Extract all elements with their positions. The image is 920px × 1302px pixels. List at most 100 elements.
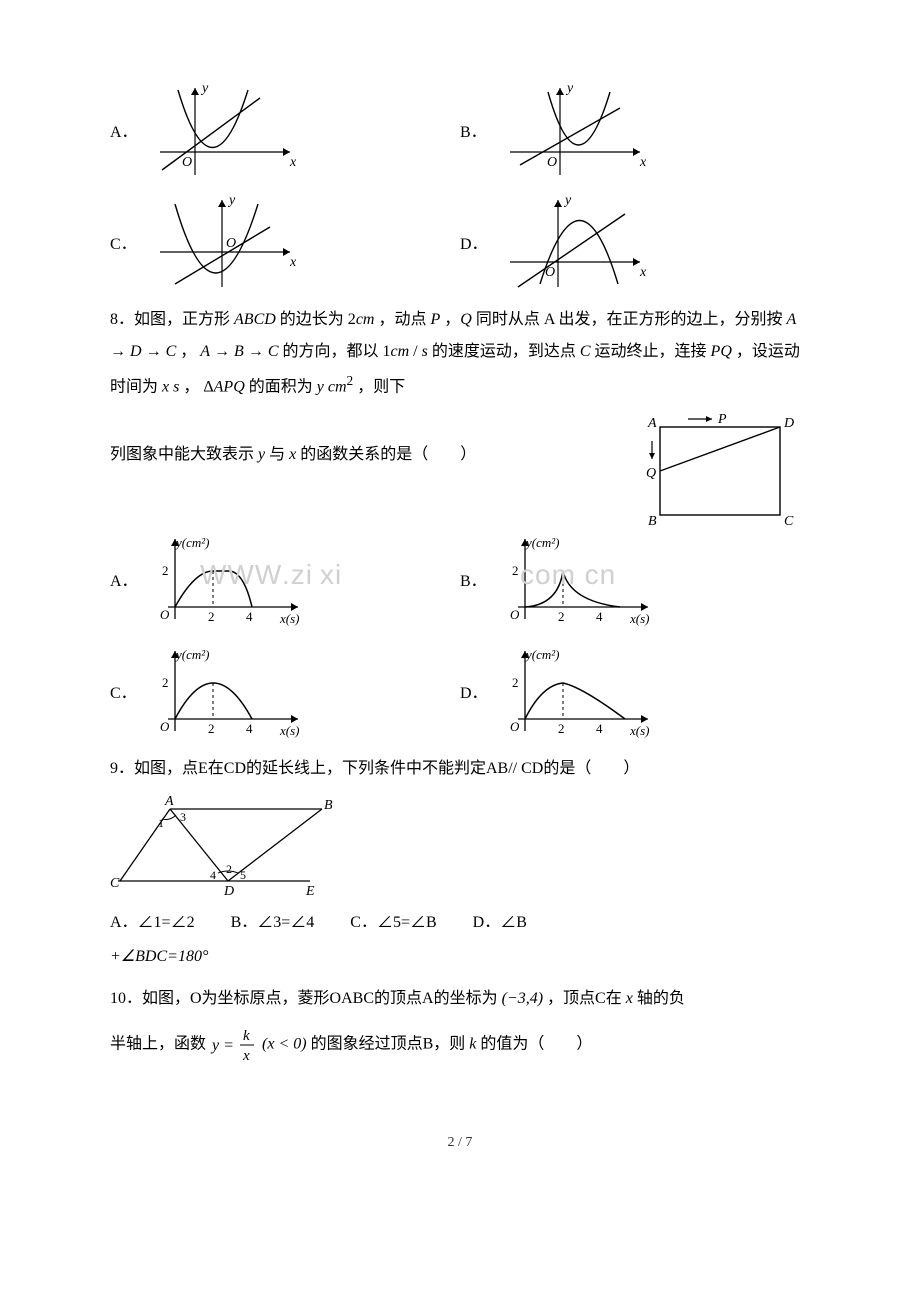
svg-text:5: 5 [240,868,246,882]
q9-stem: 9．如图，点E在CD的延长线上，下列条件中不能判定AB// CD的是（ ） [110,753,810,785]
q7-row-ab: A． x y O B． [110,80,810,180]
svg-text:4: 4 [246,721,253,736]
svg-text:2: 2 [162,675,169,690]
svg-text:A: A [647,416,657,431]
q8-row-cd: C． O y(cm²) x(s) 2 2 4 [110,641,810,741]
q8-option-c: C． O y(cm²) x(s) 2 2 4 [110,641,460,741]
option-label-d: D． [460,230,490,254]
q8-square-diagram: A P D Q B C [630,409,810,529]
svg-text:4: 4 [246,609,253,624]
q10-stem-1: 10．如图，O为坐标原点，菱形OABC的顶点A的坐标为 (−3,4) ，顶点C在… [110,983,810,1015]
svg-text:2: 2 [226,862,232,876]
svg-text:3: 3 [180,810,186,824]
q8-stem: 8．如图，正方形 ABCD 的边长为 2cm ，动点 P ，Q 同时从点 A 出… [110,304,810,403]
svg-text:2: 2 [558,721,565,736]
svg-text:2: 2 [162,563,169,578]
svg-text:D: D [783,416,794,431]
q7-graph-d: x y O [490,192,650,292]
svg-text:y: y [565,81,574,96]
svg-text:x(s): x(s) [279,611,300,626]
q9-opt-d-line2: +∠BDC=180° [110,941,810,973]
q8-option-d: D． O y(cm²) x(s) 2 2 4 [460,641,810,741]
svg-text:D: D [223,884,234,899]
q8-graph-a: O y(cm²) x(s) 2 2 4 [140,529,310,629]
option-label-c: C． [110,230,140,254]
svg-text:y =: y = [210,1037,234,1054]
svg-text:2: 2 [208,609,215,624]
q10-stem-2: 半轴上，函数 y = k x (x < 0) 的图象经过顶点B，则 k 的值为（… [110,1025,810,1065]
svg-text:2: 2 [208,721,215,736]
svg-text:P: P [717,412,727,427]
svg-text:4: 4 [210,868,216,882]
svg-text:y(cm²): y(cm²) [174,535,209,550]
q7-option-b: B． x y O [460,80,810,180]
q7-option-d: D． x y O [460,192,810,292]
q7-option-c: C． x y O [110,192,460,292]
svg-text:y(cm²): y(cm²) [524,647,559,662]
svg-text:E: E [305,884,315,899]
q8-option-a: A． O y(cm²) x(s) 2 2 4 [110,529,460,629]
svg-text:2: 2 [512,563,519,578]
q8-graph-c: O y(cm²) x(s) 2 2 4 [140,641,310,741]
svg-text:x: x [242,1048,250,1064]
q7-option-a: A． x y O [110,80,460,180]
svg-text:x(s): x(s) [279,723,300,738]
q8-label-a: A． [110,567,140,591]
q10-fraction: y = k x [210,1025,258,1065]
q7-row-cd: C． x y O D． [110,192,810,292]
page-container: A． x y O B． [0,0,920,1191]
svg-text:O: O [160,607,170,622]
svg-text:y(cm²): y(cm²) [174,647,209,662]
svg-text:x: x [639,155,647,170]
svg-text:y: y [227,193,236,208]
q8-stem-tail: 列图象中能大致表示 y 与 x 的函数关系的是（ ） [110,439,620,471]
svg-text:2: 2 [512,675,519,690]
q8-graph-d: O y(cm²) x(s) 2 2 4 [490,641,660,741]
svg-text:A: A [164,794,174,809]
svg-text:y: y [563,193,572,208]
q7-options: A． x y O B． [110,80,810,292]
q8-stem-row2: 列图象中能大致表示 y 与 x 的函数关系的是（ ） A P D Q B C [110,409,810,529]
svg-text:y(cm²): y(cm²) [524,535,559,550]
svg-text:O: O [510,607,520,622]
svg-text:x: x [639,265,647,280]
svg-text:B: B [324,798,333,813]
svg-text:x: x [289,155,297,170]
q7-graph-c: x y O [140,192,300,292]
q9-opt-d-suffix: +∠BDC=180° [110,948,208,965]
svg-text:4: 4 [596,609,603,624]
svg-text:B: B [648,514,657,529]
svg-text:x(s): x(s) [629,611,650,626]
svg-text:y: y [200,81,209,96]
page-number: 2 / 7 [110,1135,810,1151]
q8-options-wrap: WWW .zi xi com cn A． O y(cm²) x(s) 2 [110,529,810,741]
q9-opt-d-prefix: D．∠B [473,914,527,931]
q9-opt-a: A．∠1=∠2 [110,914,195,931]
q8-label-b: B． [460,567,490,591]
q8-label-c: C． [110,679,140,703]
q9-options: A．∠1=∠2 B．∠3=∠4 C．∠5=∠B D．∠B [110,907,810,939]
q8-graph-b: O y(cm²) x(s) 2 2 4 [490,529,660,629]
svg-text:1: 1 [158,816,164,830]
option-label-a: A． [110,118,140,142]
svg-text:C: C [110,876,120,891]
q9-opt-c: C．∠5=∠B [350,914,436,931]
option-label-b: B． [460,118,490,142]
svg-text:Q: Q [646,466,656,481]
svg-text:O: O [510,719,520,734]
q10: 10．如图，O为坐标原点，菱形OABC的顶点A的坐标为 (−3,4) ，顶点C在… [110,983,810,1065]
q9-diagram: A B C D E 1 3 2 4 5 [110,791,370,901]
svg-text:x: x [289,255,297,270]
svg-text:4: 4 [596,721,603,736]
q9: 9．如图，点E在CD的延长线上，下列条件中不能判定AB// CD的是（ ） A … [110,753,810,973]
svg-text:k: k [243,1028,250,1044]
svg-text:O: O [547,155,557,170]
q8-row-ab: A． O y(cm²) x(s) 2 2 4 [110,529,810,629]
svg-text:x(s): x(s) [629,723,650,738]
q8-label-d: D． [460,679,490,703]
svg-text:C: C [784,514,794,529]
q7-graph-a: x y O [140,80,300,180]
q7-graph-b: x y O [490,80,650,180]
svg-text:O: O [160,719,170,734]
svg-text:2: 2 [558,609,565,624]
